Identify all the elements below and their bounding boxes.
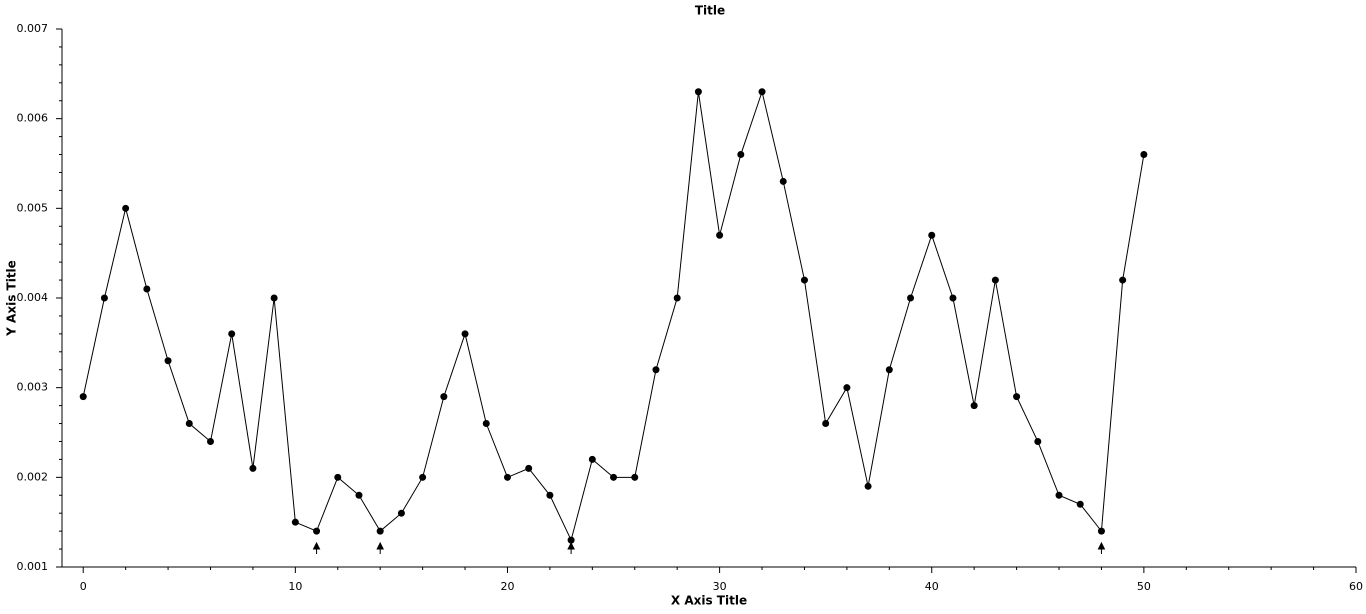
point [355,491,363,499]
point [949,294,957,302]
arrow [376,541,385,554]
point [1055,491,1063,499]
y-tick-label: 0.001 [17,560,49,573]
point [822,420,830,428]
y-tick-label: 0.004 [17,291,49,304]
point [843,384,851,392]
point [885,366,893,374]
y-tick-label: 0.007 [17,22,49,35]
point [461,330,469,338]
point [503,473,511,481]
arrow [1097,541,1106,554]
point [610,473,618,481]
point [397,509,405,517]
point [970,402,978,410]
point [631,473,639,481]
point [270,294,278,302]
x-tick-label: 0 [80,580,87,593]
point [1076,500,1084,508]
point [79,393,87,401]
point [694,88,702,96]
point [164,357,172,365]
x-tick-label: 50 [1137,580,1151,593]
y-tick-label: 0.003 [17,381,49,394]
point [673,294,681,302]
point [716,231,724,239]
point [249,464,257,472]
point [376,527,384,535]
arrow [567,541,575,554]
point [122,204,130,212]
chart-title: Title [695,4,725,18]
point [737,151,745,159]
x-tick-label: 10 [288,580,302,593]
line [82,89,1145,542]
point [800,276,808,284]
point [1097,527,1105,535]
y-tick-label: 0.005 [17,201,49,214]
point [1119,276,1127,284]
point [779,177,787,185]
point [334,473,342,481]
x-axis-title: X Axis Title [671,594,747,608]
point [440,393,448,401]
x-tick-label: 30 [713,580,727,593]
point [1140,151,1148,159]
x-tick-label: 60 [1349,580,1363,593]
point [419,473,427,481]
point [185,420,193,428]
point [991,276,999,284]
point [525,464,533,472]
point [291,518,299,526]
point [1013,393,1021,401]
point [100,294,108,302]
point [758,88,766,96]
x-tick-label: 40 [925,580,939,593]
y-tick-label: 0.002 [17,470,49,483]
point [143,285,151,293]
point [546,491,554,499]
point [567,536,575,544]
point [928,231,936,239]
point [482,420,490,428]
y-tick-label: 0.006 [17,112,49,125]
point [652,366,660,374]
y-axis-title: Y Axis Title [5,260,19,337]
point [588,455,596,463]
point [206,437,214,445]
point [313,527,321,535]
point [907,294,915,302]
point [864,482,872,490]
arrow [312,541,321,554]
x-tick-label: 20 [500,580,514,593]
point [228,330,236,338]
point [1034,437,1042,445]
